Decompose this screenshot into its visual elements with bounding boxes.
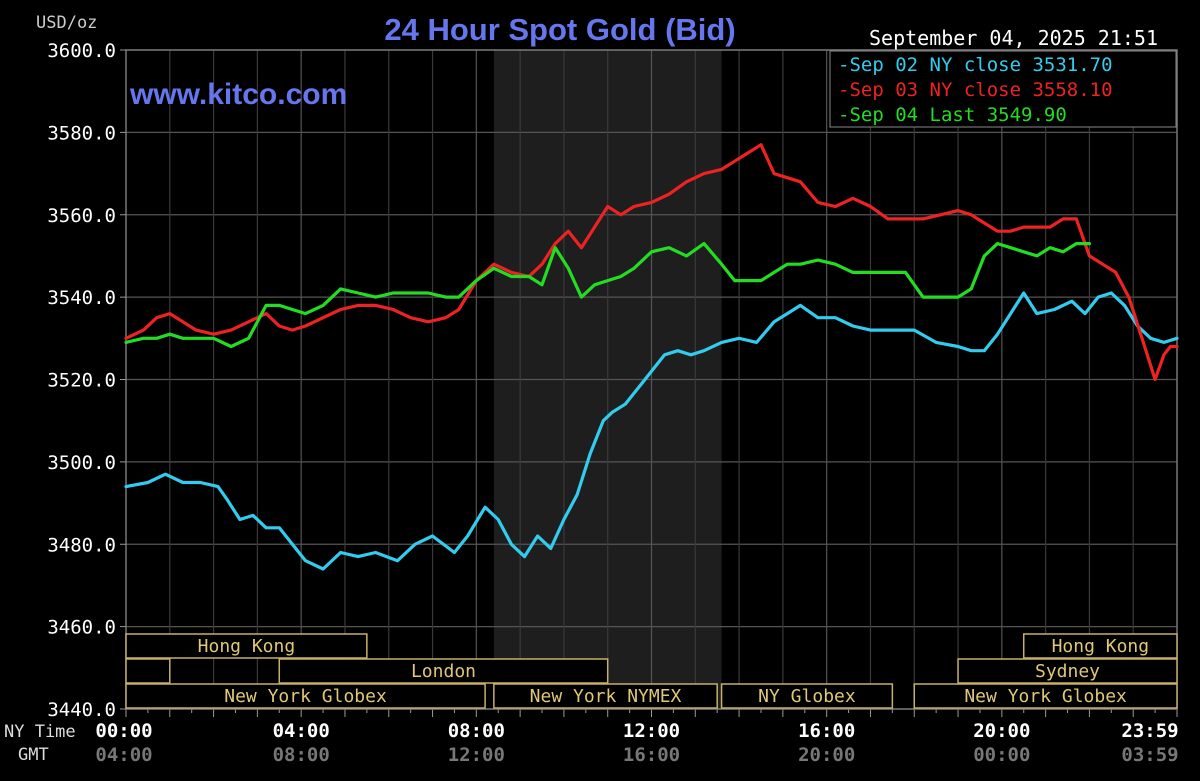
x-tick-label-ny: 23:59 <box>1121 720 1178 742</box>
x-tick-label-ny: 16:00 <box>798 720 855 742</box>
x-tick-label-gmt: 20:00 <box>798 744 855 766</box>
x-tick-label-ny: 08:00 <box>448 720 505 742</box>
legend-entry: -Sep 02 NY close 3531.70 <box>838 54 1113 76</box>
session-label: Hong Kong <box>198 636 296 657</box>
session-label: Hong Kong <box>1052 636 1150 657</box>
series-line-sep-03 <box>124 143 1179 382</box>
y-tick-label: 3540.0 <box>47 287 116 309</box>
session-bar <box>720 683 894 709</box>
y-tick-label: 3580.0 <box>47 122 116 144</box>
x-tick-label-ny: 20:00 <box>973 720 1030 742</box>
session-label: New York NYMEX <box>530 686 682 707</box>
legend-entry: -Sep 03 NY close 3558.10 <box>838 79 1113 101</box>
session-label: New York Globex <box>224 686 387 707</box>
x-axis-ticks: 00:0004:0004:0008:0008:0012:0012:0016:00… <box>95 720 1178 766</box>
y-tick-label: 3500.0 <box>47 452 116 474</box>
y-tick-label: 3520.0 <box>47 370 116 392</box>
trading-session-bars: Hong Kong Hong Kong London Sydney New York G… <box>125 633 1178 709</box>
session-bar <box>493 683 718 709</box>
x-tick-label-gmt: 04:00 <box>95 744 152 766</box>
session-label: New York Globex <box>964 686 1127 707</box>
x-tick-label-gmt: 08:00 <box>273 744 330 766</box>
chart-title: 24 Hour Spot Gold (Bid) <box>384 12 735 47</box>
y-tick-label: 3600.0 <box>47 40 116 62</box>
legend: -Sep 02 NY close 3531.70 -Sep 03 NY close… <box>829 50 1177 128</box>
x-tick-label-gmt: 16:00 <box>623 744 680 766</box>
x-tick-label-gmt: 12:00 <box>448 744 505 766</box>
x-tick-label-ny: 00:00 <box>95 720 152 742</box>
session-bar <box>125 633 368 659</box>
x-tick-label-gmt: 00:00 <box>973 744 1030 766</box>
session-label: London <box>411 661 476 682</box>
ny-time-row-label: NY Time <box>4 722 76 742</box>
y-tick-label: 3560.0 <box>47 205 116 227</box>
session-bar <box>957 658 1178 684</box>
y-axis-unit-label: USD/oz <box>36 13 97 33</box>
x-tick-label-ny: 12:00 <box>623 720 680 742</box>
session-bar <box>1022 633 1178 659</box>
series-line-sep-04 <box>124 242 1091 349</box>
session-label: NY Globex <box>758 686 856 707</box>
series-line-sep-02 <box>124 291 1179 571</box>
y-axis-ticks: 3600.0 3580.0 3560.0 3540.0 3520.0 3500.0 3480… <box>47 40 126 721</box>
price-series <box>124 143 1179 571</box>
y-tick-label: 3480.0 <box>47 534 116 556</box>
session-label: Sydney <box>1035 661 1100 682</box>
session-bar <box>125 683 486 709</box>
x-tick-label-ny: 04:00 <box>273 720 330 742</box>
session-bar <box>913 683 1178 709</box>
vertical-gridlines <box>125 50 1178 717</box>
gmt-row-label: GMT <box>18 745 49 765</box>
kitco-watermark: www.kitco.com <box>129 78 347 111</box>
legend-box <box>829 50 1177 128</box>
legend-entry: -Sep 04 Last 3549.90 <box>838 104 1067 126</box>
session-bar <box>125 658 171 684</box>
chart-timestamp: September 04, 2025 21:51 <box>869 26 1158 50</box>
session-bar <box>278 658 609 684</box>
y-tick-label: 3440.0 <box>47 699 116 721</box>
y-tick-label: 3460.0 <box>47 617 116 639</box>
x-tick-label-gmt: 03:59 <box>1121 744 1178 766</box>
